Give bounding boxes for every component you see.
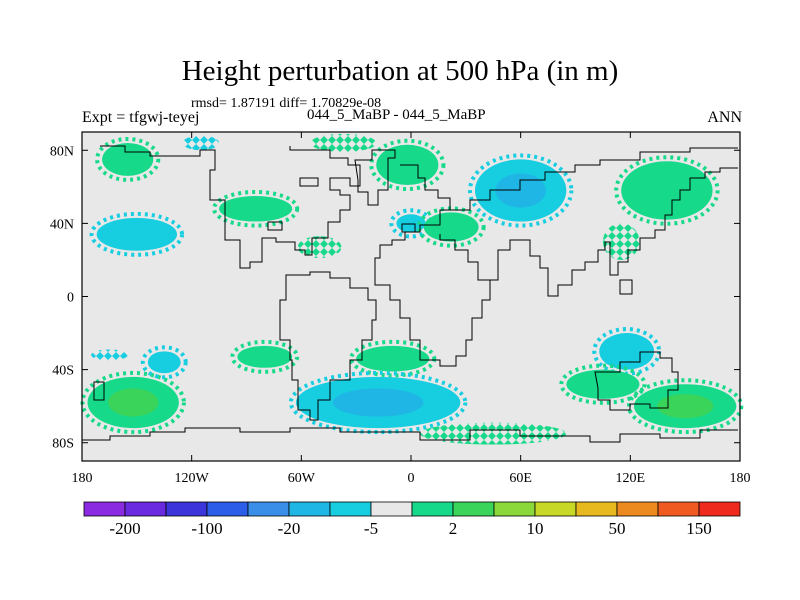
chart-title: Height perturbation at 500 hPa (in m) — [181, 55, 619, 87]
colorbar-swatch — [616, 501, 659, 517]
anomaly-core-7 — [402, 218, 420, 229]
colorbar-swatch — [83, 501, 126, 517]
anomaly-core-17 — [332, 388, 424, 417]
x-tick-label: 120E — [616, 471, 646, 486]
colorbar-swatch — [575, 501, 618, 517]
colorbar-label: 2 — [449, 519, 458, 538]
colorbar-label: 50 — [609, 519, 626, 538]
y-tick-label: 40S — [52, 364, 74, 379]
x-tick-label: 120W — [175, 471, 210, 486]
colorbar-label: 10 — [527, 519, 544, 538]
y-tick-label: 80S — [52, 437, 74, 452]
x-tick-label: 0 — [408, 471, 415, 486]
anomaly-nw-atlantic-high — [310, 133, 377, 153]
anomaly-s-indian-ocean — [420, 422, 567, 445]
anomaly-n-pacific-central — [182, 135, 220, 151]
anomaly-s-america-west — [237, 345, 293, 368]
anomaly-e-asia — [621, 161, 713, 220]
y-tick-label: 80N — [50, 144, 74, 159]
anomaly-fringe-8 — [416, 206, 486, 248]
anomaly-fringe-6 — [369, 138, 446, 192]
anomaly-fringe-0 — [95, 136, 161, 182]
anomaly-fringe-21 — [626, 378, 744, 435]
anomaly-core-19 — [611, 341, 642, 362]
anomaly-gulf — [297, 236, 342, 259]
coastlines — [82, 145, 738, 443]
anomaly-fringe-1 — [89, 211, 185, 257]
colorbar-swatch — [493, 501, 536, 517]
stats-line: rmsd= 1.87191 diff= 1.70829e-08 — [191, 96, 382, 111]
anomaly-fringe-15 — [230, 339, 300, 374]
anomaly-fringe-3 — [212, 189, 300, 228]
colorbar: -200 -100 -20 -5 2 10 50 150 — [83, 501, 741, 538]
colorbar-swatch — [124, 501, 167, 517]
experiment-label: Expt = tfgwj-teyej — [82, 109, 200, 126]
anomaly-layer — [80, 133, 744, 445]
colorbar-swatch — [698, 501, 741, 517]
colorbar-swatch — [288, 501, 331, 517]
x-tick-label: 180 — [730, 471, 751, 486]
x-tick-label: 60W — [288, 471, 316, 486]
case-label: 044_5_MaBP - 044_5_MaBP — [307, 107, 486, 123]
colorbar-swatch — [206, 501, 249, 517]
season-label: ANN — [707, 109, 742, 126]
colorbar-swatch — [411, 501, 454, 517]
x-tick-label: 180 — [72, 471, 93, 486]
colorbar-swatch — [370, 501, 413, 517]
anomaly-core-21 — [657, 394, 714, 419]
anomaly-n-pacific-west — [102, 142, 154, 176]
y-tick-label: 40N — [50, 217, 74, 232]
anomaly-fringe-9 — [467, 153, 574, 228]
anomaly-n-america — [219, 195, 293, 222]
anomaly-fringe-10 — [614, 155, 720, 226]
colorbar-label: -200 — [109, 519, 140, 538]
anomaly-core-12 — [108, 388, 159, 417]
colorbar-swatch — [534, 501, 577, 517]
anomaly-core-9 — [495, 173, 546, 208]
anomaly-fringe-16 — [349, 339, 437, 378]
anomaly-fringe-14 — [140, 345, 188, 380]
anomaly-central-asia-west — [423, 212, 479, 242]
x-tick-label: 60E — [509, 471, 532, 486]
anomaly-fringe-17 — [288, 370, 468, 435]
anomaly-core-1 — [114, 225, 159, 244]
colorbar-label: -5 — [364, 519, 378, 538]
colorbar-swatch — [247, 501, 290, 517]
anomaly-fringe-20 — [559, 363, 647, 405]
anomaly-w-pacific-hatch — [602, 223, 640, 260]
colorbar-swatch — [165, 501, 208, 517]
colorbar-swatch — [452, 501, 495, 517]
colorbar-swatch — [657, 501, 700, 517]
anomaly-core-14 — [155, 356, 174, 369]
colorbar-swatch — [329, 501, 372, 517]
axes: 180 120W 60W 0 60E 120E 180 80N 40N 0 40S 80S — [50, 132, 751, 486]
colorbar-label: -20 — [278, 519, 301, 538]
anomaly-sw-indian-green — [566, 369, 640, 399]
anomaly-s-atlantic — [356, 345, 430, 372]
anomaly-s-pacific-hatch — [91, 349, 128, 361]
colorbar-label: -100 — [191, 519, 222, 538]
colorbar-label: 150 — [686, 519, 712, 538]
y-tick-label: 0 — [67, 291, 74, 306]
